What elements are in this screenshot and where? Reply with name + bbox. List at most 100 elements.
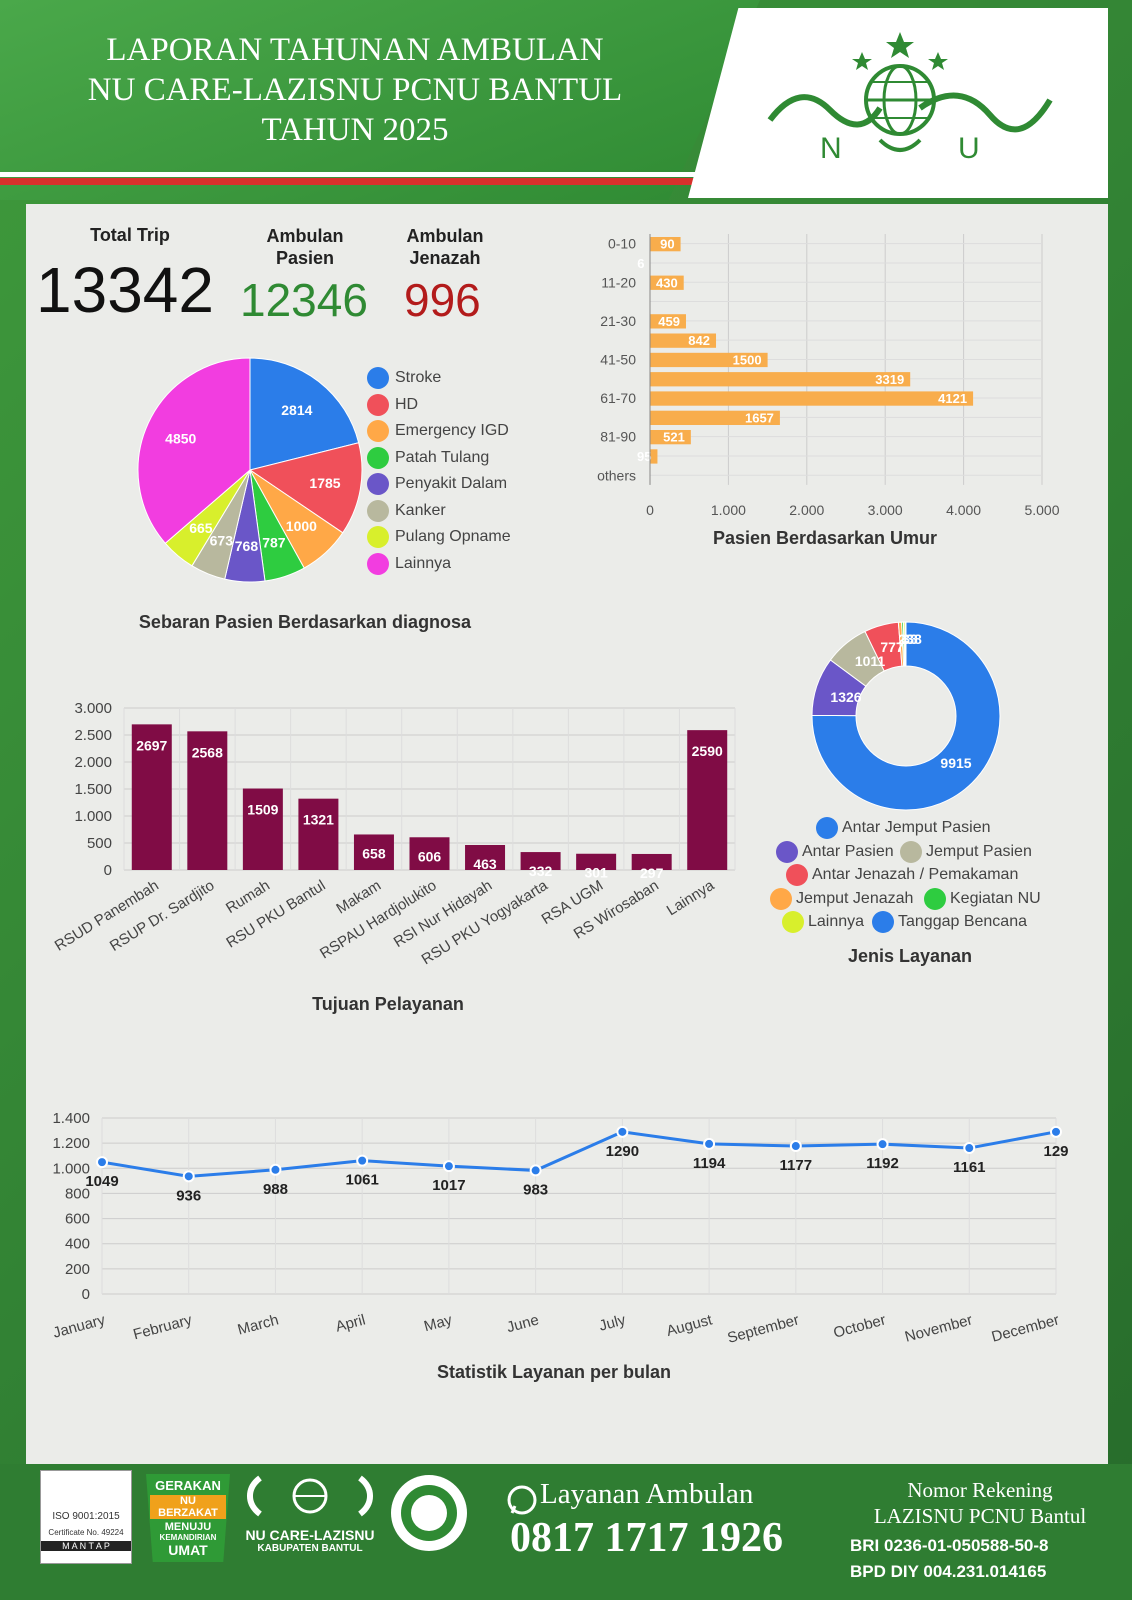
x-tick-label: 1.000 <box>711 502 746 518</box>
series-point-label: 1177 <box>780 1157 813 1174</box>
x-tick-label: September <box>726 1311 801 1346</box>
rekening-bpd: BPD DIY 004.231.014165 <box>850 1562 1047 1581</box>
legend-label: Antar Jenazah / Pemakaman <box>812 866 1019 884</box>
donut-slice <box>904 621 907 667</box>
age-bar-label: 1657 <box>745 410 774 425</box>
y-tick-label: 61-70 <box>600 390 636 406</box>
age-bar <box>650 352 768 368</box>
series-point-label: 129 <box>1043 1143 1068 1160</box>
whatsapp-icon <box>507 1485 537 1515</box>
tujuan-bar <box>131 724 172 870</box>
tujuan-bar <box>631 853 672 870</box>
donut-slice-label: 38 <box>906 631 922 647</box>
y-tick-label: 1.000 <box>52 1160 90 1177</box>
legend-dot <box>770 887 792 910</box>
diagnosa-chart-title: Sebaran Pasien Berdasarkan diagnosa <box>138 612 472 632</box>
y-tick-label: 3.000 <box>74 700 112 717</box>
legend-label: Antar Jemput Pasien <box>842 819 991 836</box>
y-tick-label: 1.400 <box>52 1110 90 1127</box>
x-tick-label: June <box>505 1311 541 1336</box>
y-tick-label: 0 <box>82 1286 90 1303</box>
rekening-name: LAZISNU PCNU Bantul <box>873 1504 1087 1528</box>
tujuan-bar-label: 463 <box>473 856 497 872</box>
tujuan-bar-label: 332 <box>529 863 553 879</box>
legend-label: Kegiatan NU <box>950 889 1041 907</box>
legend-dot <box>367 552 389 575</box>
gerakan-badge: GERAKAN NU BERZAKAT MENUJU KEMANDIRIAN U… <box>146 1474 230 1562</box>
title-line-1: LAPORAN TAHUNAN AMBULAN <box>106 32 604 68</box>
x-tick-label: August <box>665 1311 715 1340</box>
donut-slice <box>811 621 1001 811</box>
total-trip-value: 13342 <box>36 254 214 326</box>
x-tick-label: May <box>422 1311 454 1335</box>
gerakan-line-4: KEMANDIRIAN <box>159 1533 217 1542</box>
series-point-label: 983 <box>523 1181 548 1198</box>
pie-slice-label: 2814 <box>281 402 312 418</box>
nucare-logo: NU CARE-LAZISNU KABUPATEN BANTUL <box>240 1470 380 1560</box>
x-tick-label: November <box>903 1311 974 1345</box>
series-point <box>442 1160 455 1173</box>
donut-slice-label: 1011 <box>855 653 886 669</box>
y-tick-label: 21-30 <box>600 313 636 329</box>
x-tick-label: 3.000 <box>868 502 903 518</box>
series-point-label: 1192 <box>866 1155 899 1172</box>
x-tick-label: Lainnya <box>664 877 718 920</box>
series-point-label: 988 <box>263 1181 288 1198</box>
age-bar-label: 6 <box>637 256 644 271</box>
pie-slice <box>249 357 360 471</box>
rekening-label: Nomor Rekening <box>907 1478 1053 1502</box>
y-tick-label: 500 <box>87 835 112 852</box>
tujuan-bar-label: 2590 <box>692 743 723 759</box>
series-point-label: 1290 <box>606 1143 639 1160</box>
tujuan-bar <box>242 788 283 870</box>
tujuan-bar-label: 1509 <box>247 802 278 818</box>
donut-slice-label: 23 <box>898 631 914 647</box>
legend-dot <box>782 911 804 934</box>
page-title: LAPORAN TAHUNAN AMBULAN NU CARE-LAZISNU … <box>30 30 680 150</box>
x-tick-label: RSUP Dr. Sardjito <box>107 877 218 955</box>
series-point-label: 936 <box>176 1187 201 1204</box>
legend-label: Penyakit Dalam <box>395 475 508 492</box>
age-bar <box>650 372 911 387</box>
y-tick-label: 600 <box>65 1211 90 1228</box>
tujuan-bar-label: 2568 <box>192 744 223 760</box>
tujuan-bar-label: 1321 <box>303 812 334 828</box>
y-tick-label: 11-20 <box>601 274 636 290</box>
x-tick-label: 2.000 <box>789 502 824 518</box>
white-stripe <box>0 172 742 177</box>
age-bar-label: 459 <box>658 314 680 329</box>
title-line-3: TAHUN 2025 <box>261 112 449 148</box>
legend-label: Stroke <box>395 369 442 386</box>
age-axis-title: Pasien Berdasarkan Umur <box>713 528 937 548</box>
cert-iso-text: ISO 9001:2015 <box>52 1511 120 1522</box>
age-bar <box>650 314 686 329</box>
series-point-label: 1017 <box>432 1177 465 1194</box>
legend-dot <box>367 526 389 548</box>
series-point-label: 1049 <box>85 1173 118 1190</box>
bulanan-line-chart: 0 200 400 600 800 1.000 1.200 1.400 January Febru… <box>51 1110 1068 1382</box>
legend-label: Lainnya <box>395 554 452 572</box>
x-tick-label: October <box>832 1311 888 1341</box>
pie-slice-label: 1785 <box>309 475 340 491</box>
gerakan-line-1: GERAKAN <box>155 1478 221 1493</box>
umur-bar-chart: 0 1.000 2.000 3.000 4.000 5.000 0-10 90 611-20 43… <box>597 234 1060 548</box>
tujuan-bar-label: 297 <box>640 865 664 881</box>
y-tick-label: 0-10 <box>608 236 636 252</box>
nu-logo: N U <box>767 32 1053 165</box>
red-stripe <box>0 178 740 185</box>
age-bar <box>650 449 658 464</box>
donut-slice-label: 777 <box>880 639 904 655</box>
x-tick-label: January <box>51 1311 107 1341</box>
legend-label: Tanggap Bencana <box>898 913 1027 931</box>
x-tick-label: March <box>236 1311 281 1338</box>
legend-label: Patah Tulang <box>395 448 490 466</box>
series-point-label: 1061 <box>345 1172 378 1189</box>
series-point <box>703 1137 716 1150</box>
iso-certificate-badge: ISO 9001:2015 Certificate No. 49224 M A … <box>40 1470 132 1564</box>
x-tick-label: December <box>990 1311 1061 1345</box>
legend-label: Emergency IGD <box>395 422 509 439</box>
tujuan-bar-label: 301 <box>584 865 608 881</box>
tujuan-bar <box>409 837 450 870</box>
